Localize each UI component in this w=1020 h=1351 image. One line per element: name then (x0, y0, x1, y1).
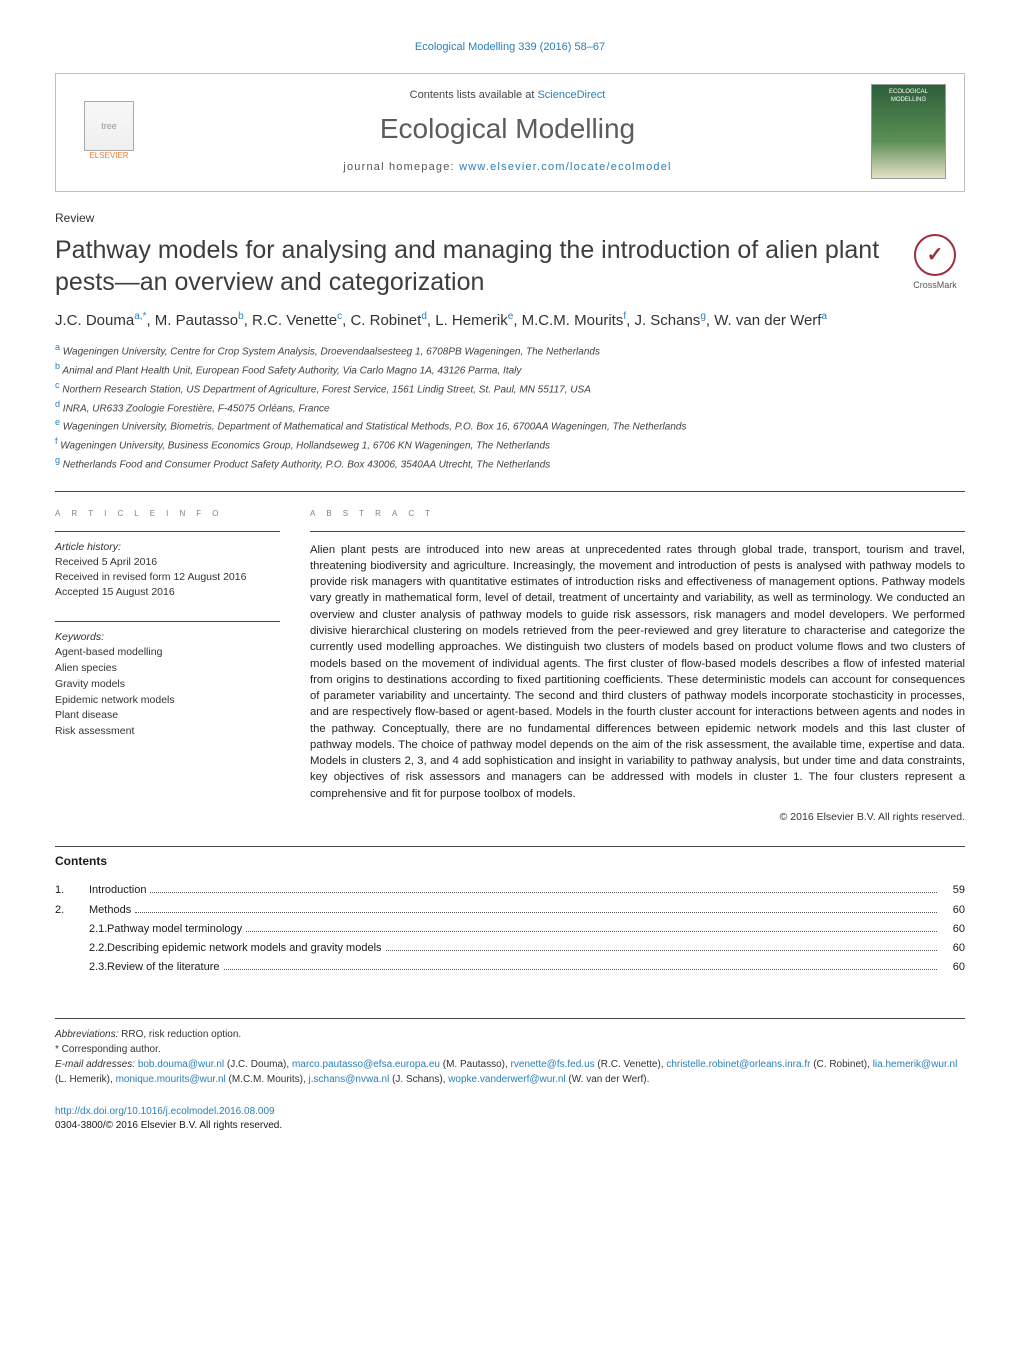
history-label: Article history: (55, 541, 121, 553)
info-rule (55, 531, 280, 532)
toc-row[interactable]: 1. Introduction 59 (55, 881, 965, 900)
abstract-copyright: © 2016 Elsevier B.V. All rights reserved… (310, 810, 965, 824)
abbrev-label: Abbreviations: (55, 1029, 118, 1040)
article-title: Pathway models for analysing and managin… (55, 234, 885, 298)
contents-prefix: Contents lists available at (410, 89, 538, 101)
toc-label: Methods (89, 901, 131, 920)
section-rule-2 (55, 846, 965, 847)
toc-num: 2.3. (55, 958, 107, 977)
toc-dots (246, 923, 937, 932)
doi-link[interactable]: http://dx.doi.org/10.1016/j.ecolmodel.20… (55, 1106, 275, 1117)
publisher-label: ELSEVIER (89, 151, 128, 162)
article-type: Review (55, 210, 965, 226)
keywords-rule (55, 621, 280, 622)
abstract-head: a b s t r a c t (310, 506, 965, 521)
email-link[interactable]: marco.pautasso@efsa.europa.eu (292, 1059, 440, 1070)
elsevier-logo: tree ELSEVIER (74, 92, 144, 170)
abstract-rule (310, 531, 965, 532)
keywords-items: Agent-based modellingAlien speciesGravit… (55, 646, 175, 737)
toc-row[interactable]: 2. Methods 60 (55, 901, 965, 920)
journal-cover-thumb: ECOLOGICAL MODELLING (871, 84, 946, 179)
doi-block: http://dx.doi.org/10.1016/j.ecolmodel.20… (55, 1105, 965, 1133)
toc-dots (135, 904, 937, 913)
toc-row[interactable]: 2.2. Describing epidemic network models … (55, 939, 965, 958)
email-link[interactable]: j.schans@nvwa.nl (309, 1074, 390, 1085)
abbreviations-line: Abbreviations: RRO, risk reduction optio… (55, 1027, 965, 1042)
section-rule (55, 491, 965, 492)
email-link[interactable]: bob.douma@wur.nl (138, 1059, 224, 1070)
email-link[interactable]: monique.mourits@wur.nl (116, 1074, 226, 1085)
email-link[interactable]: lia.hemerik@wur.nl (873, 1059, 958, 1070)
corresponding-author: * Corresponding author. (55, 1042, 965, 1057)
authors-list: J.C. Doumaa,*, M. Pautassob, R.C. Venett… (55, 310, 965, 331)
toc-row[interactable]: 2.3. Review of the literature 60 (55, 958, 965, 977)
contents-head: Contents (55, 853, 965, 869)
email-addresses: E-mail addresses: bob.douma@wur.nl (J.C.… (55, 1057, 965, 1087)
table-of-contents: 1. Introduction 59 2. Methods 60 2.1. Pa… (55, 881, 965, 977)
journal-homepage-link[interactable]: www.elsevier.com/locate/ecolmodel (459, 161, 672, 173)
email-link[interactable]: christelle.robinet@orleans.inra.fr (666, 1059, 810, 1070)
abstract-text: Alien plant pests are introduced into ne… (310, 542, 965, 802)
homepage-prefix: journal homepage: (343, 161, 459, 173)
toc-row[interactable]: 2.1. Pathway model terminology 60 (55, 920, 965, 939)
article-history: Article history: Received 5 April 2016 R… (55, 540, 280, 601)
history-received: Received 5 April 2016 (55, 556, 157, 568)
toc-dots (386, 942, 937, 951)
abbrev-text: RRO, risk reduction option. (118, 1029, 241, 1040)
issn-copyright: 0304-3800/© 2016 Elsevier B.V. All right… (55, 1120, 282, 1131)
toc-label: Pathway model terminology (107, 920, 242, 939)
history-revised: Received in revised form 12 August 2016 (55, 571, 246, 583)
footnotes: Abbreviations: RRO, risk reduction optio… (55, 1018, 965, 1087)
crossmark-label: CrossMark (913, 280, 957, 290)
toc-page: 60 (941, 901, 965, 920)
keywords-label: Keywords: (55, 631, 104, 643)
toc-label: Describing epidemic network models and g… (107, 939, 382, 958)
crossmark-widget[interactable]: ✓ CrossMark (905, 234, 965, 291)
toc-dots (150, 884, 937, 893)
journal-header: tree ELSEVIER Contents lists available a… (55, 73, 965, 192)
sciencedirect-link[interactable]: ScienceDirect (537, 89, 605, 101)
toc-page: 59 (941, 881, 965, 900)
crossmark-icon: ✓ (914, 234, 956, 276)
toc-page: 60 (941, 920, 965, 939)
history-accepted: Accepted 15 August 2016 (55, 586, 175, 598)
toc-num: 2. (55, 901, 89, 920)
toc-dots (224, 961, 938, 970)
keywords: Keywords: Agent-based modellingAlien spe… (55, 630, 280, 740)
toc-label: Introduction (89, 881, 146, 900)
toc-page: 60 (941, 958, 965, 977)
running-head: Ecological Modelling 339 (2016) 58–67 (55, 40, 965, 55)
email-link[interactable]: rvenette@fs.fed.us (511, 1059, 595, 1070)
toc-num: 2.1. (55, 920, 107, 939)
toc-num: 1. (55, 881, 89, 900)
toc-num: 2.2. (55, 939, 107, 958)
toc-page: 60 (941, 939, 965, 958)
elsevier-tree-icon: tree (84, 101, 134, 151)
journal-name: Ecological Modelling (162, 110, 853, 148)
article-info-head: a r t i c l e i n f o (55, 506, 280, 521)
affiliations: a Wageningen University, Centre for Crop… (55, 341, 965, 473)
toc-label: Review of the literature (107, 958, 220, 977)
journal-homepage-line: journal homepage: www.elsevier.com/locat… (162, 160, 853, 175)
email-link[interactable]: wopke.vanderwerf@wur.nl (448, 1074, 565, 1085)
contents-available-line: Contents lists available at ScienceDirec… (162, 88, 853, 103)
